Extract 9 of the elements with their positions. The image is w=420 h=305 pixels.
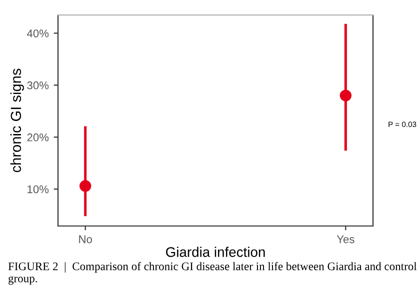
y-tick-label: 30% xyxy=(27,81,49,90)
x-tick-label: No xyxy=(79,235,92,244)
y-tick-label: 10% xyxy=(28,185,49,194)
y-axis-title: chronic GI signs xyxy=(10,68,24,172)
x-axis-title: Giardia infection xyxy=(166,246,265,257)
x-tick-label: Yes xyxy=(336,235,354,244)
y-tick-label: 20% xyxy=(27,133,49,142)
y-tick-label: 40% xyxy=(26,29,49,38)
caption: FIGURE 2 | Comparison of chronic GI disease later in life between Giardia and control group. xyxy=(8,262,417,285)
